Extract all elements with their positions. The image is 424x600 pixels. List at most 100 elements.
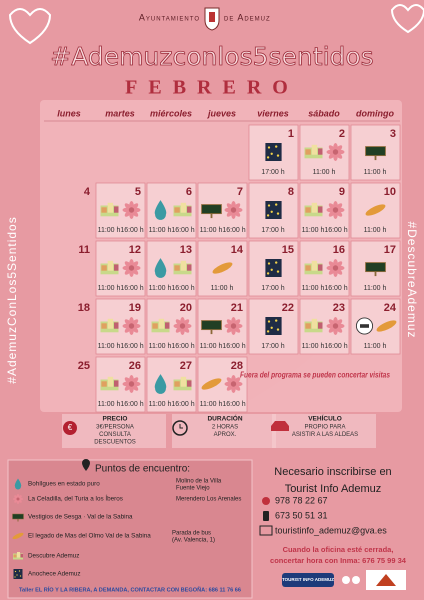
icon-village (13, 552, 23, 560)
icon-part (332, 265, 339, 271)
org-right: de Ademuz (224, 12, 271, 22)
day-number: 19 (129, 302, 141, 314)
info-text: PROPIO PARA (305, 425, 346, 431)
time: 16:00 h (120, 285, 143, 292)
org-left: Ayuntamiento (139, 12, 200, 22)
info-icon (271, 421, 289, 431)
note: Fuera del programa se pueden concertar v… (240, 369, 390, 379)
time: 16:00 h (171, 285, 194, 292)
heart-deco (8, 8, 52, 45)
meeting-name: La Celadilla, del Turia a los Íberos (28, 494, 123, 503)
icon-part (267, 262, 271, 265)
icon-part (266, 214, 270, 217)
icon-part (275, 203, 278, 206)
time: 11:00 h (98, 401, 121, 408)
time: 16:00 h (120, 227, 143, 234)
icon-part (267, 204, 271, 207)
time: 11:00 h (149, 401, 172, 408)
icon-part (365, 146, 386, 157)
email: touristinfo_ademuz@gva.es (275, 525, 387, 535)
info-title: VEHÍCULO (308, 414, 342, 423)
icon-bread (201, 378, 222, 390)
meeting-name: El legado de Mas del Olmo Val de la Sabi… (28, 533, 151, 540)
icon-part (318, 206, 323, 213)
info-icon (63, 421, 77, 435)
icon-village (100, 376, 119, 391)
icon-part (266, 156, 270, 159)
weekday: jueves (207, 108, 236, 118)
icon-flower (224, 375, 243, 393)
pin-icon (82, 459, 90, 471)
month: FEBRERO (125, 77, 299, 99)
day-number: 23 (333, 302, 345, 314)
icon-part (318, 264, 323, 271)
info-text: ASISTIR A LAS ALDEAS (292, 432, 358, 438)
icon-part (152, 323, 158, 329)
icon-part (158, 318, 165, 329)
phone: 978 78 22 67 (275, 495, 328, 505)
icon-night (265, 201, 282, 219)
icon-part (365, 204, 386, 216)
icon-part (276, 270, 280, 273)
icon-village (304, 144, 323, 159)
time: 11:00 h (200, 227, 223, 234)
day-number: 11 (78, 244, 90, 256)
time: 11:00 h (302, 343, 325, 350)
time: 11:00 h (149, 343, 172, 350)
info-icon (179, 424, 183, 429)
day-number: 13 (180, 244, 192, 256)
icon-part (12, 513, 24, 520)
icon-part (311, 202, 318, 213)
icon-flower (326, 259, 345, 277)
day-number: 27 (180, 360, 192, 372)
icon-sign (365, 262, 386, 277)
icon-village (100, 318, 119, 333)
time: 16:00 h (171, 343, 194, 350)
icon-sign (201, 320, 222, 335)
contact-title: Tourist Info Ademuz (285, 483, 382, 495)
meeting-name: Descubre Ademuz (28, 553, 79, 560)
day-number: 15 (282, 244, 294, 256)
icon-part (318, 148, 323, 155)
icon-part (14, 478, 22, 490)
icon-part (128, 323, 135, 329)
icon-part (179, 323, 186, 329)
time: 16:00 h (120, 401, 143, 408)
icon-part (266, 330, 270, 333)
time: 11:00 h (364, 285, 387, 292)
info-text: APROX. (214, 432, 237, 438)
day-number: 18 (78, 302, 90, 314)
icon-village (100, 202, 119, 217)
icon-flower (173, 317, 192, 335)
mobile: 673 50 51 31 (275, 510, 328, 520)
icon-part (101, 323, 107, 329)
icon-part (180, 202, 187, 213)
icon-part (275, 261, 278, 264)
logo-text: TOURIST INFO ADEMUZ (282, 577, 334, 582)
contact-title: Necesario inscribirse en (274, 466, 391, 478)
icon-flower (13, 494, 23, 504)
icon-part (270, 326, 273, 329)
icon-part (270, 268, 273, 271)
info-icon (172, 420, 188, 436)
icon-part (305, 207, 311, 213)
icon-part (128, 265, 135, 271)
icon-part (114, 380, 119, 387)
day-number: 16 (333, 244, 345, 256)
weekday: martes (105, 108, 135, 118)
time: 17:00 h (261, 285, 284, 292)
icon-part (154, 258, 167, 278)
icon-part (267, 146, 271, 149)
icon-part (270, 210, 273, 213)
social-icon (352, 576, 360, 584)
icon-sign (201, 204, 222, 219)
info-box (62, 414, 166, 448)
icon-part (187, 206, 192, 213)
time: 11:00 h (98, 343, 121, 350)
icon-part (365, 262, 386, 273)
time: 11:00 h (149, 285, 172, 292)
info-title: DURACIÓN (207, 414, 242, 423)
day-number: 3 (390, 128, 396, 140)
crest (204, 7, 220, 31)
